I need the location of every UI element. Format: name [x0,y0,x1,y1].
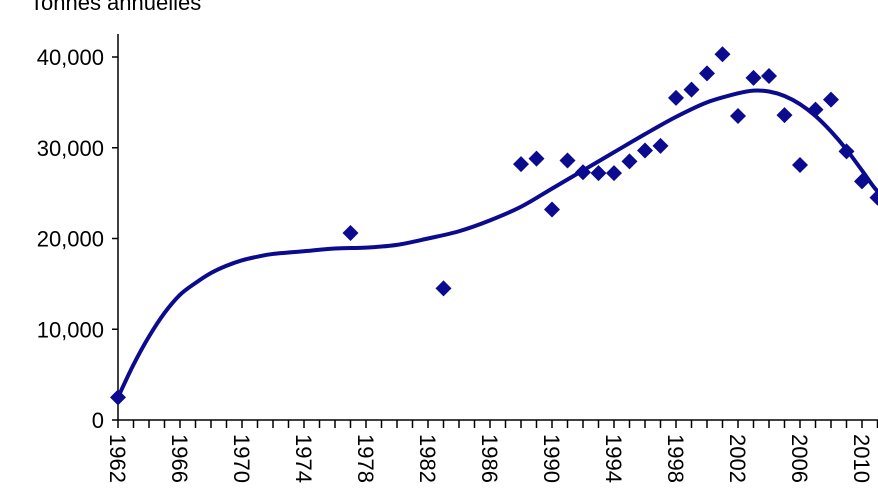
x-tick-label: 1986 [477,434,502,483]
data-point-diamond [575,164,591,181]
data-point-diamond [761,68,777,85]
data-point-diamond [714,46,731,63]
data-point-diamond [745,69,762,86]
data-point-diamond [606,165,622,182]
x-tick-label: 1978 [353,434,378,483]
x-tick-label: 1974 [291,434,316,483]
y-tick-label: 30,000 [37,136,104,161]
points-group [110,46,878,406]
trend-line [116,88,878,400]
x-tick-label: 1990 [539,434,564,483]
x-tick-label: 1998 [663,434,688,483]
clipped-title-group: Tonnes annuelles [30,0,201,15]
data-point-diamond [776,107,793,124]
y-axis-title: Tonnes annuelles [30,0,201,15]
x-tick-label: 2006 [787,434,812,483]
data-point-diamond [435,280,452,297]
data-point-diamond [838,143,855,160]
trend-group [116,88,878,400]
y-tick-labels: 0 10,000 20,000 30,000 40,000 [37,45,104,433]
data-point-diamond [637,142,653,159]
x-tick-label: 1962 [105,434,130,483]
data-point-diamond [854,173,870,190]
y-tick-label: 20,000 [37,227,104,252]
data-point-diamond [513,156,529,173]
x-tick-labels: 1962 1966 1970 1974 1978 1982 1986 1990 1994 1998… [105,434,874,483]
x-tick-label: 1966 [167,434,192,483]
data-point-diamond [590,165,607,182]
data-point-diamond [544,201,560,218]
data-point-diamond [869,189,878,206]
data-point-diamond [652,137,669,154]
data-point-diamond [621,153,638,170]
y-tick-label: 0 [92,408,104,433]
data-point-diamond [559,152,576,169]
y-tick-label: 40,000 [37,45,104,70]
data-point-diamond [792,156,808,173]
x-tick-label: 2010 [849,434,874,483]
axis-group [112,34,878,428]
data-point-diamond [699,65,715,82]
y-tick-label: 10,000 [37,317,104,342]
data-point-diamond [823,91,839,108]
x-tick-label: 1994 [601,434,626,483]
data-point-diamond [528,150,545,167]
data-point-diamond [342,225,359,242]
data-point-diamond [683,81,700,98]
x-tick-label: 2002 [725,434,750,483]
x-tick-label: 1982 [415,434,440,483]
x-tick-label: 1970 [229,434,254,483]
data-point-diamond [110,389,126,406]
data-point-diamond [730,107,746,124]
data-point-diamond [807,101,824,118]
data-point-diamond [668,89,684,106]
